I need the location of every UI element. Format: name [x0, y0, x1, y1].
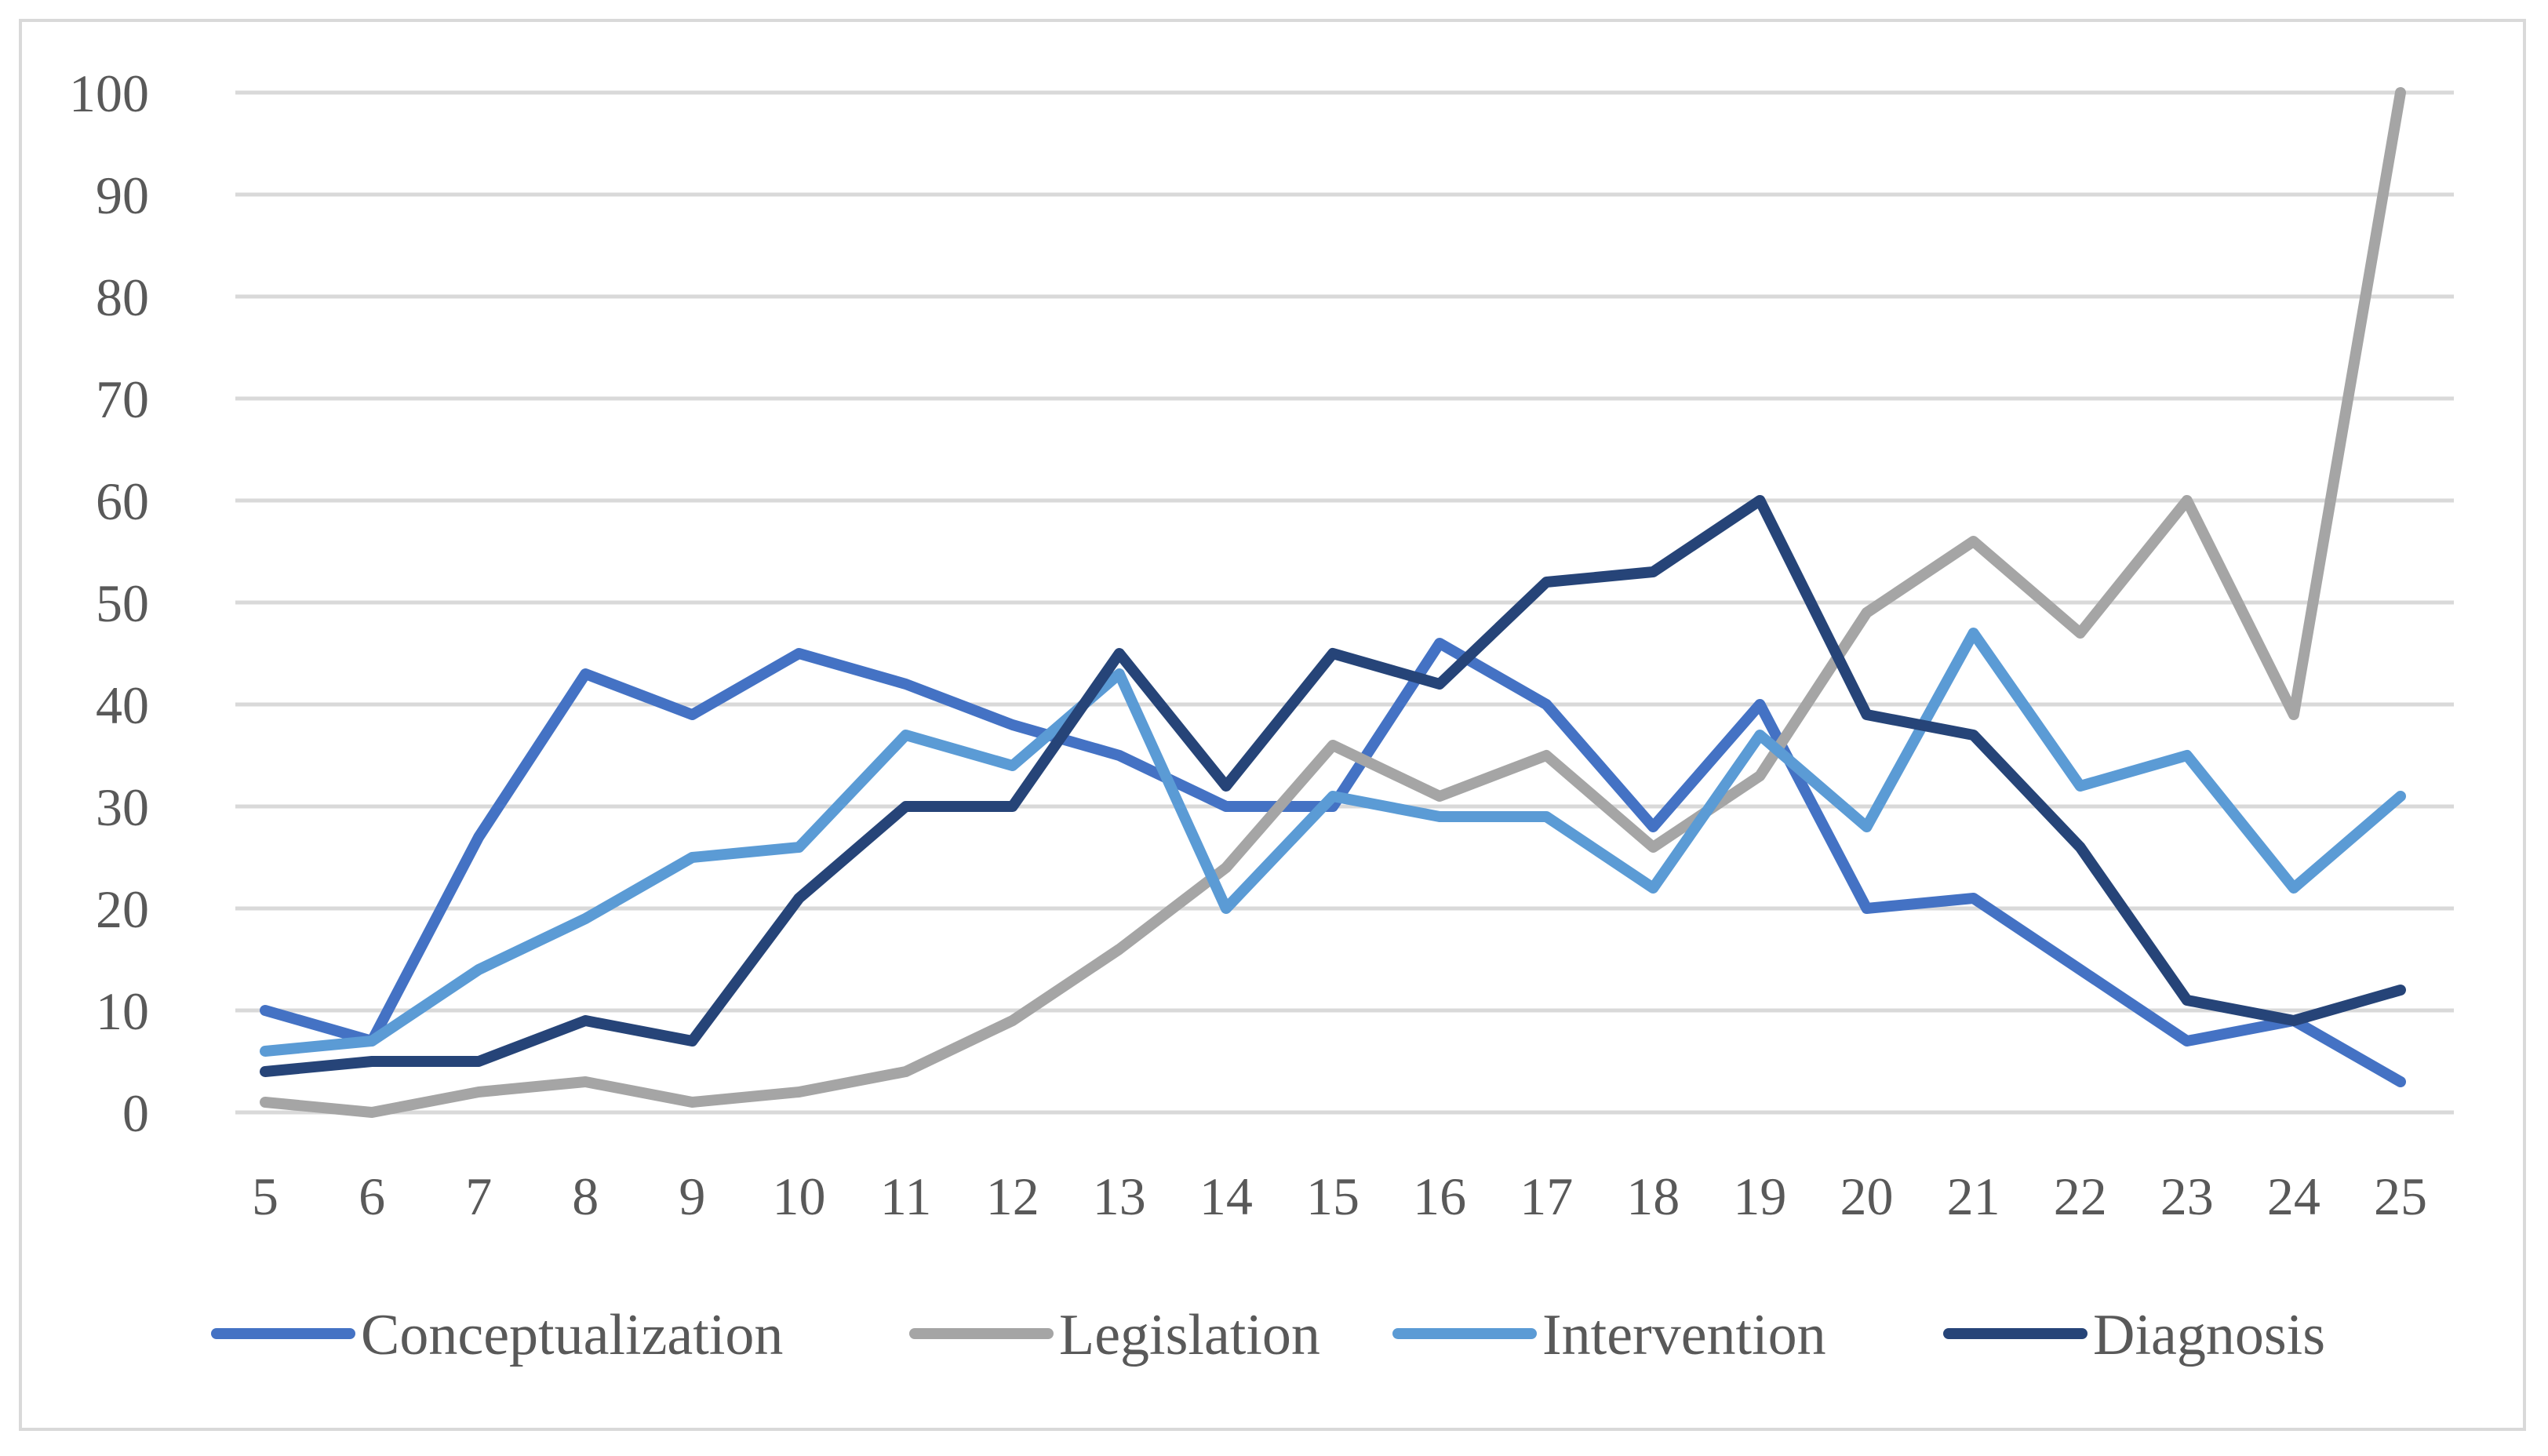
- y-tick-label: 50: [96, 573, 149, 633]
- x-tick-label: 23: [2160, 1167, 2214, 1226]
- x-tick-label: 13: [1093, 1167, 1146, 1226]
- legend-label-conceptualization: Conceptualization: [361, 1303, 783, 1367]
- y-tick-label: 80: [96, 268, 149, 327]
- legend: Conceptualization Legislation Intervention…: [211, 1303, 2325, 1367]
- legend-label-diagnosis: Diagnosis: [2093, 1303, 2325, 1367]
- x-tick-label: 12: [986, 1167, 1039, 1226]
- y-tick-label: 20: [96, 879, 149, 939]
- x-tick-label: 22: [2054, 1167, 2107, 1226]
- y-tick-label: 30: [96, 777, 149, 837]
- x-tick-label: 17: [1520, 1167, 1573, 1226]
- series-line-legislation: [260, 87, 2406, 1118]
- y-tick-label: 70: [96, 369, 149, 429]
- x-tick-label: 16: [1413, 1167, 1466, 1226]
- y-tick-label: 40: [96, 675, 149, 735]
- x-tick-label: 25: [2374, 1167, 2427, 1226]
- series-lines: [260, 87, 2406, 1118]
- x-tick-label: 6: [359, 1167, 385, 1226]
- legend-label-legislation: Legislation: [1059, 1303, 1320, 1367]
- x-tick-label: 18: [1626, 1167, 1680, 1226]
- y-tick-label: 10: [96, 981, 149, 1041]
- x-tick-label: 10: [773, 1167, 826, 1226]
- x-tick-label: 11: [880, 1167, 931, 1226]
- x-tick-label: 7: [465, 1167, 492, 1226]
- legend-label-intervention: Intervention: [1542, 1303, 1826, 1367]
- y-tick-label: 0: [122, 1083, 149, 1143]
- series-line-diagnosis: [260, 495, 2406, 1077]
- series-line-conceptualization: [260, 638, 2406, 1087]
- series-line-intervention: [260, 628, 2406, 1057]
- x-axis-ticks: 5 6 7 8 9 10 11 12 13 14 15 16 17 18 19 20 21 22 23 24 25: [252, 1167, 2427, 1226]
- x-tick-label: 5: [252, 1167, 278, 1226]
- x-tick-label: 24: [2267, 1167, 2320, 1226]
- x-tick-label: 14: [1199, 1167, 1253, 1226]
- y-tick-label: 60: [96, 471, 149, 531]
- y-tick-label: 100: [69, 64, 149, 123]
- x-tick-label: 9: [679, 1167, 705, 1226]
- x-tick-label: 19: [1733, 1167, 1786, 1226]
- x-tick-label: 8: [572, 1167, 599, 1226]
- x-tick-label: 20: [1840, 1167, 1894, 1226]
- x-tick-label: 15: [1306, 1167, 1360, 1226]
- x-tick-label: 21: [1947, 1167, 2000, 1226]
- grid-lines: [235, 90, 2454, 1115]
- y-tick-label: 90: [96, 166, 149, 225]
- y-axis-ticks: 0 10 20 30 40 50 60 70 80 90 100: [69, 64, 149, 1143]
